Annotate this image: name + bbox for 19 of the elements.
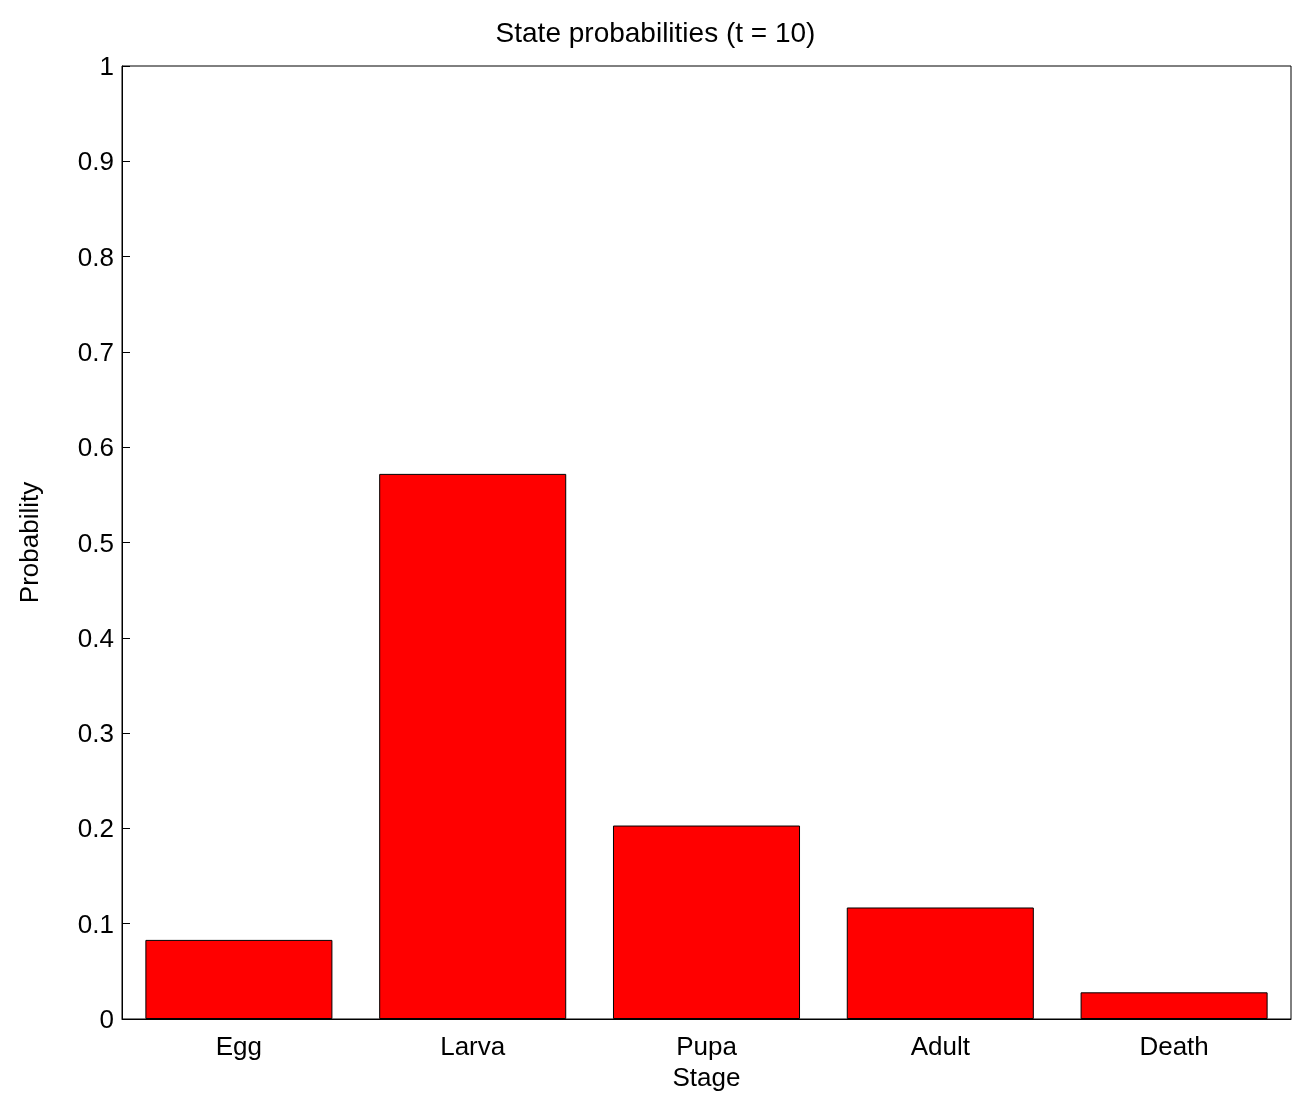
y-tick-label: 0.6: [77, 432, 114, 463]
y-tick-label: 0.8: [77, 241, 114, 272]
chart-title: State probabilities (t = 10): [495, 16, 816, 48]
x-tick-label: Pupa: [676, 1031, 738, 1061]
y-tick-label: 0.2: [77, 813, 114, 844]
y-tick-label: 0.4: [77, 622, 114, 653]
y-tick-label: 0.3: [77, 718, 114, 749]
y-tick-label: 0.7: [77, 336, 114, 367]
y-tick-label: 1: [99, 51, 114, 81]
x-tick-label: Egg: [215, 1031, 263, 1061]
x-tick-label: Larva: [440, 1031, 506, 1061]
y-tick-label: 0.1: [77, 908, 114, 939]
x-tick-label: Adult: [910, 1031, 971, 1061]
x-axis-title: Stage: [672, 1062, 741, 1092]
y-tick-label: 0.5: [77, 527, 114, 558]
y-tick-label: 0: [99, 1004, 114, 1034]
x-tick-label: Death: [1139, 1031, 1209, 1061]
y-axis-title: Probability: [14, 481, 44, 604]
y-tick-label: 0.9: [77, 146, 114, 177]
